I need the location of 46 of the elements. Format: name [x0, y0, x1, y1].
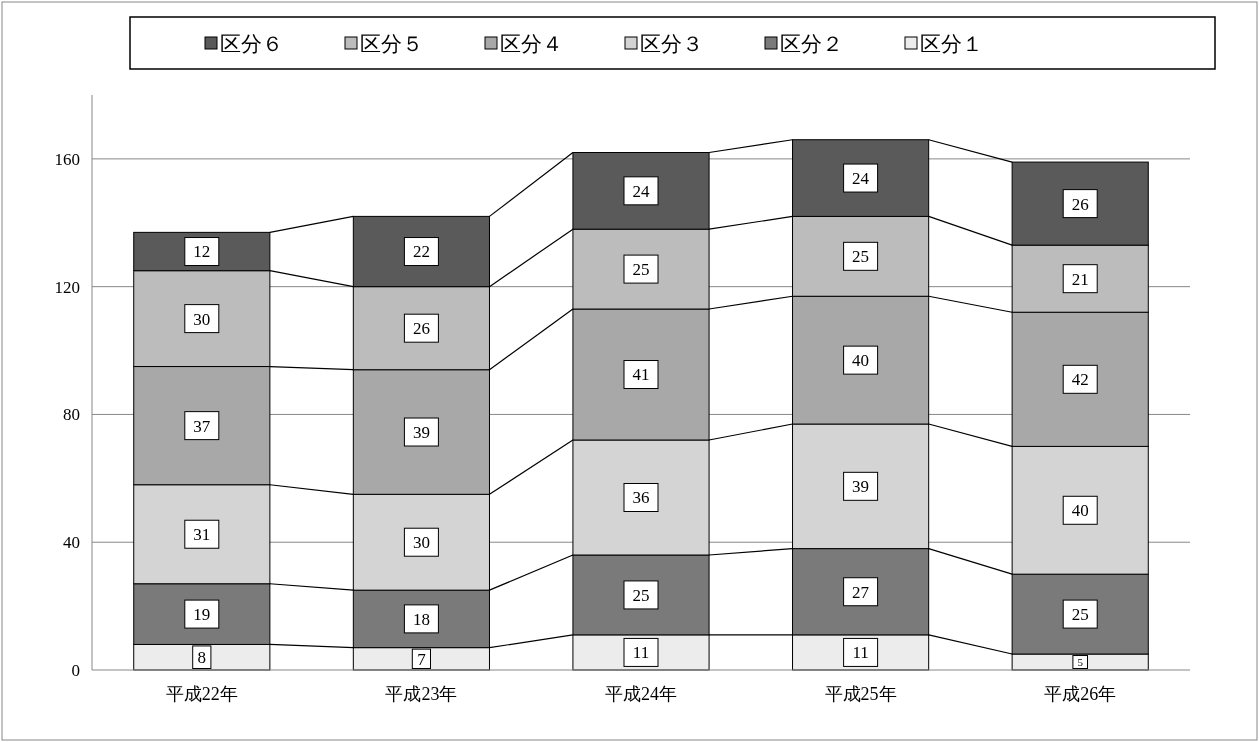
data-label: 31 [193, 525, 211, 545]
x-tick-label: 平成25年 [824, 684, 897, 704]
x-tick-label: 平成23年 [385, 684, 458, 704]
data-label: 11 [632, 643, 650, 663]
legend-label: 区分２ [780, 32, 843, 56]
data-label: 7 [417, 649, 427, 669]
data-label: 24 [632, 181, 650, 201]
data-label: 22 [412, 242, 430, 262]
data-label: 5 [1077, 655, 1084, 668]
data-label: 41 [632, 365, 650, 385]
data-label: 26 [1071, 194, 1089, 214]
data-label: 21 [1071, 269, 1089, 289]
data-label: 30 [412, 533, 430, 553]
data-label: 25 [852, 247, 870, 267]
legend-label: 区分１ [920, 32, 983, 56]
data-label: 40 [852, 351, 870, 371]
data-label: 39 [852, 477, 870, 497]
y-tick-label: 80 [63, 405, 80, 425]
data-label: 8 [197, 648, 207, 668]
data-label: 11 [852, 643, 869, 663]
data-label: 25 [632, 585, 650, 605]
data-label: 39 [412, 422, 430, 442]
data-label: 27 [852, 582, 870, 602]
data-label: 26 [412, 319, 430, 339]
x-tick-label: 平成26年 [1044, 684, 1117, 704]
data-label: 25 [1071, 605, 1089, 625]
data-label: 19 [193, 605, 211, 625]
y-tick-label: 0 [71, 661, 80, 680]
data-label: 40 [1071, 501, 1089, 521]
legend-label: 区分３ [640, 32, 703, 56]
data-label: 12 [193, 242, 211, 262]
y-tick-label: 40 [63, 533, 80, 553]
legend-label: 区分６ [220, 32, 283, 56]
data-label: 25 [632, 260, 650, 280]
x-tick-label: 平成24年 [605, 684, 677, 704]
data-label: 42 [1071, 370, 1089, 390]
y-tick-label: 160 [54, 149, 80, 169]
data-label: 36 [632, 488, 650, 508]
legend-label: 区分４ [500, 32, 563, 56]
data-label: 24 [852, 169, 870, 189]
y-tick-label: 120 [54, 277, 80, 297]
legend-label: 区分５ [360, 32, 423, 56]
data-label: 30 [193, 309, 211, 329]
data-label: 37 [193, 416, 211, 436]
data-label: 18 [412, 609, 430, 629]
x-tick-label: 平成22年 [165, 684, 238, 704]
